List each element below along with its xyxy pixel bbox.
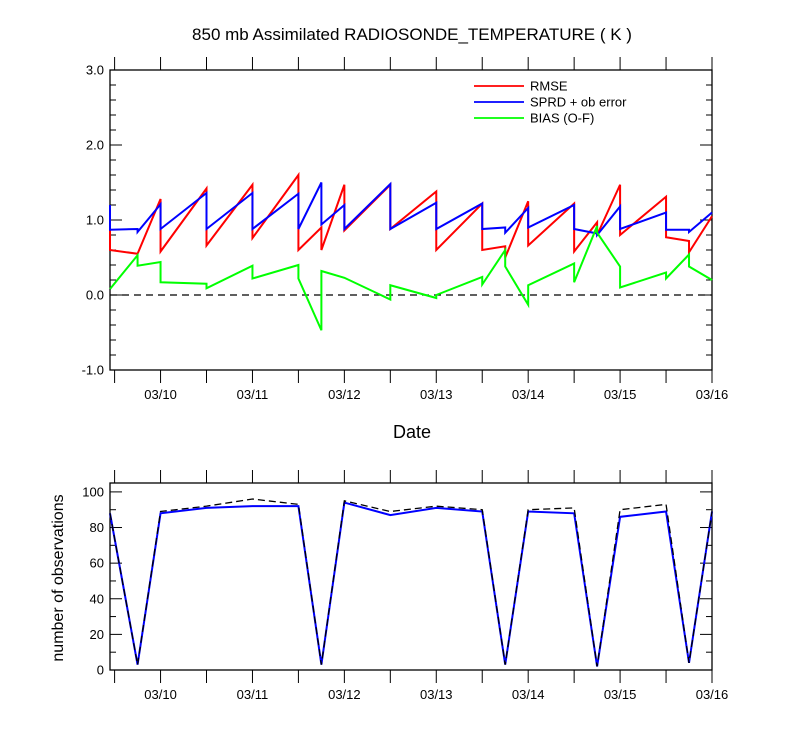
bottom-x-tick-label: 03/13 [420,687,453,702]
top-series-sprd-ob-error [109,181,713,238]
top-x-tick-label: 03/13 [420,387,453,402]
bottom-y-tick-label: 80 [90,520,104,535]
top-series-bias-o-f [109,225,713,331]
bottom-x-tick-label: 03/16 [696,687,729,702]
bottom-x-tick-label: 03/11 [237,687,269,702]
bottom-series-total [109,498,713,667]
bottom-x-tick-label: 03/14 [512,687,545,702]
legend-label: SPRD + ob error [530,95,627,110]
bottom-y-tick-label: 20 [90,627,104,642]
top-y-tick-label: 1.0 [86,213,104,228]
top-y-tick-label: 3.0 [86,63,104,78]
bottom-series-used [109,501,713,667]
bottom-x-tick-label: 03/10 [144,687,177,702]
top-y-tick-label: -1.0 [82,363,104,378]
top-x-tick-label: 03/12 [328,387,361,402]
top-x-tick-label: 03/11 [237,387,269,402]
bottom-panel: 0 20 40 60 80 100 03/10 03/11 03/12 03/13 03/14 03/… [82,470,728,702]
top-y-tick-label: 2.0 [86,138,104,153]
top-x-tick-label: 03/16 [696,387,729,402]
top-panel: 3.0 2.0 1.0 0.0 -1.0 03/10 03/11 03/12 03/13 03/1… [82,57,729,402]
bottom-y-tick-label: 60 [90,556,104,571]
top-y-tick-label: 0.0 [86,288,104,303]
y-axis-title-observations: number of observations [50,494,67,661]
top-x-tick-label: 03/14 [512,387,545,402]
chart-title: 850 mb Assimilated RADIOSONDE_TEMPERATUR… [192,25,632,44]
bottom-y-tick-label: 40 [90,591,104,606]
legend-label: BIAS (O-F) [530,111,594,126]
top-x-tick-label: 03/10 [144,387,177,402]
bottom-x-tick-label: 03/15 [604,687,637,702]
bottom-plot-frame [109,482,713,671]
legend-label: RMSE [530,79,568,94]
bottom-x-tick-label: 03/12 [328,687,361,702]
bottom-y-tick-label: 100 [82,484,104,499]
x-axis-title: Date [393,422,431,442]
bottom-y-tick-label: 0 [97,663,104,678]
top-x-tick-label: 03/15 [604,387,637,402]
top-plot-frame [109,69,713,371]
